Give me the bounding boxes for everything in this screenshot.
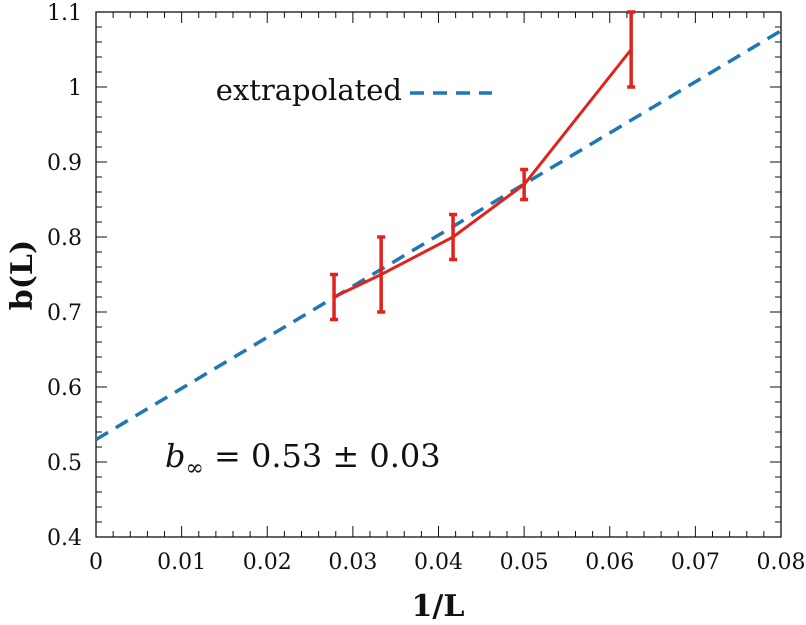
x-axis-label: 1/L (412, 589, 465, 624)
tick-labels: 0 0.01 0.02 0.03 0.04 0.05 0.06 0.07 0.08 0.4 0.5 0… (47, 1, 805, 575)
x-tick-label: 0.06 (585, 550, 634, 575)
x-tick-label: 0.01 (157, 550, 206, 575)
x-tick-label: 0.05 (500, 550, 549, 575)
y-tick-label: 1 (68, 76, 82, 101)
y-tick-label: 0.7 (47, 301, 82, 326)
x-tick-label: 0.03 (328, 550, 377, 575)
legend-label-extrapolated: extrapolated (216, 73, 402, 107)
legend: extrapolated (216, 73, 492, 107)
y-axis-label: b(L) (5, 240, 40, 310)
annotation-value: = 0.53 ± 0.03 (204, 437, 441, 475)
y-tick-label: 0.8 (47, 226, 82, 251)
x-tick-label: 0 (89, 550, 103, 575)
y-tick-label: 0.5 (47, 451, 82, 476)
annotation-subscript: ∞ (185, 456, 203, 481)
x-tick-label: 0.04 (414, 550, 463, 575)
y-tick-label: 0.4 (47, 526, 82, 551)
ticks (95, 11, 782, 538)
x-tick-label: 0.02 (243, 550, 292, 575)
b-infinity-annotation: b∞ = 0.53 ± 0.03 (165, 437, 441, 481)
annotation-symbol: b (165, 437, 185, 475)
y-tick-label: 0.9 (47, 151, 82, 176)
y-tick-label: 0.6 (47, 376, 82, 401)
extrapolated-line (96, 29, 781, 442)
x-tick-label: 0.08 (757, 550, 806, 575)
x-tick-label: 0.07 (671, 550, 720, 575)
y-tick-label: 1.1 (47, 1, 82, 26)
series-layer (96, 10, 781, 442)
